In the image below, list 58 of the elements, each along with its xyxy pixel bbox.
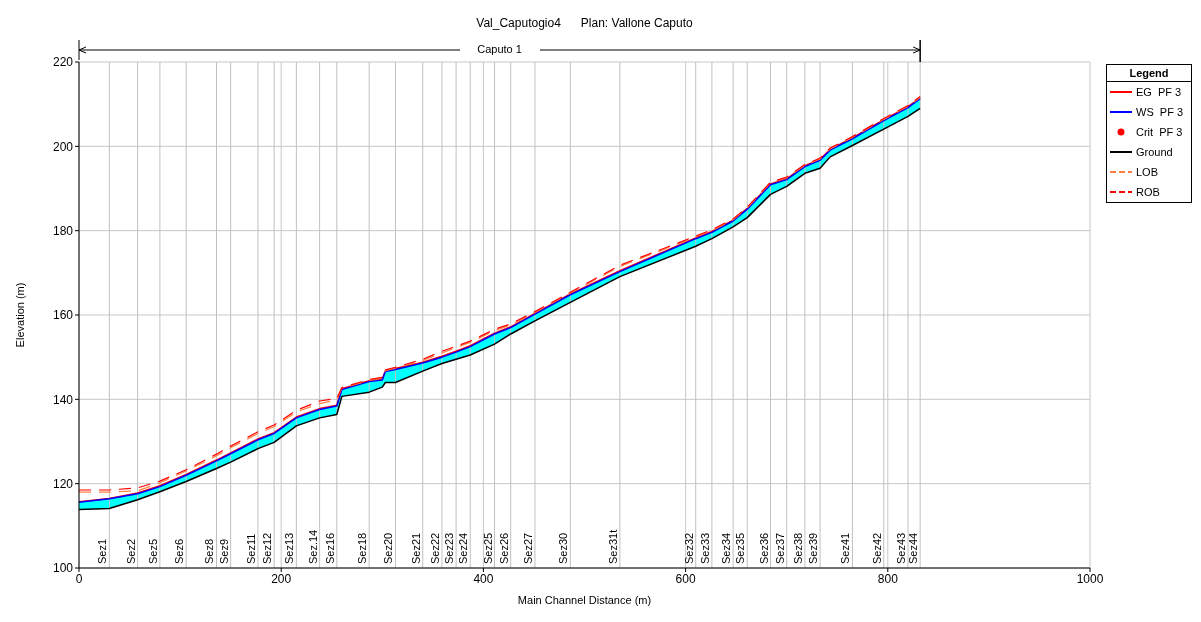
ref-line-label: Sez21 — [409, 532, 422, 564]
ref-line-label: Sez27 — [521, 532, 534, 564]
ref-line-label: Sez41 — [839, 532, 852, 564]
ref-line-label: Sez20 — [382, 532, 395, 564]
ref-line-label: Sez37 — [773, 532, 786, 564]
ref-line-label: Sez42 — [870, 532, 883, 564]
ref-line-label: Sez35 — [734, 532, 747, 564]
ref-line-label: Sez36 — [757, 532, 770, 564]
ref-line-label: Sez33 — [698, 532, 711, 564]
legend-label: ROB — [1136, 186, 1160, 198]
y-tick-label: 100 — [52, 561, 74, 576]
ref-line-label: Sez31t — [606, 529, 619, 564]
y-axis-title: Elevation (m) — [13, 282, 26, 348]
ref-line-label: Sez23 — [443, 532, 456, 564]
text: Caputo 1 — [459, 43, 540, 55]
ref-line-label: Sez44 — [907, 532, 920, 564]
legend-label: Crit PF 3 — [1136, 126, 1183, 138]
x-tick-label: 200 — [271, 571, 292, 586]
x-tick-label: 600 — [675, 571, 696, 586]
x-axis-title: Main Channel Distance (m) — [517, 594, 652, 606]
x-tick-label: 1000 — [1076, 571, 1104, 586]
ref-line-label: Sez2 — [124, 538, 137, 564]
ref-line-label: Sez38 — [791, 532, 804, 564]
ref-line-label: Sez39 — [807, 532, 820, 564]
legend-title: Legend — [1107, 65, 1191, 82]
ref-line-label: Sez12 — [261, 532, 274, 564]
y-tick-label: 120 — [52, 476, 74, 491]
legend-label: LOB — [1136, 166, 1159, 178]
x-tick-label: 800 — [877, 571, 899, 586]
y-tick-label: 140 — [52, 392, 74, 407]
ref-line-label: Sez9 — [217, 538, 230, 564]
ref-line-label: Sez18 — [356, 532, 369, 564]
y-tick-label: 160 — [52, 308, 74, 323]
ref-line-label: Sez11 — [244, 533, 257, 564]
ref-line-label: Sez16 — [323, 532, 336, 564]
ref-line-label: Sez32 — [682, 532, 695, 564]
ref-line-label: Sez.14 — [306, 529, 319, 564]
ref-line-label: Sez34 — [720, 532, 733, 564]
legend-label: Ground — [1136, 146, 1173, 158]
ref-line-label: Sez43 — [895, 532, 908, 564]
y-tick-label: 200 — [52, 139, 74, 154]
chart-title: Val_Caputogio4 Plan: Vallone Caputo — [475, 16, 694, 30]
ref-line-label: Sez24 — [457, 532, 470, 564]
ref-line-label: Sez25 — [481, 532, 494, 564]
y-tick-label: 180 — [52, 223, 74, 238]
x-tick-label: 0 — [75, 571, 83, 586]
x-tick-label: 400 — [473, 571, 494, 586]
ref-line-label: Sez26 — [497, 532, 510, 564]
ref-line-label: Sez13 — [283, 532, 296, 564]
ref-line-label: Sez1 — [96, 538, 109, 564]
ref-line-label: Sez8 — [203, 538, 216, 564]
ref-line-label: Sez6 — [173, 538, 186, 564]
ref-line-label: Sez22 — [428, 532, 441, 564]
y-tick-label: 220 — [52, 55, 74, 70]
ref-line-label: Sez5 — [146, 538, 159, 564]
legend-label: WS PF 3 — [1136, 106, 1184, 118]
legend-label: EG PF 3 — [1136, 86, 1182, 98]
ref-line-label: Sez30 — [557, 532, 570, 564]
